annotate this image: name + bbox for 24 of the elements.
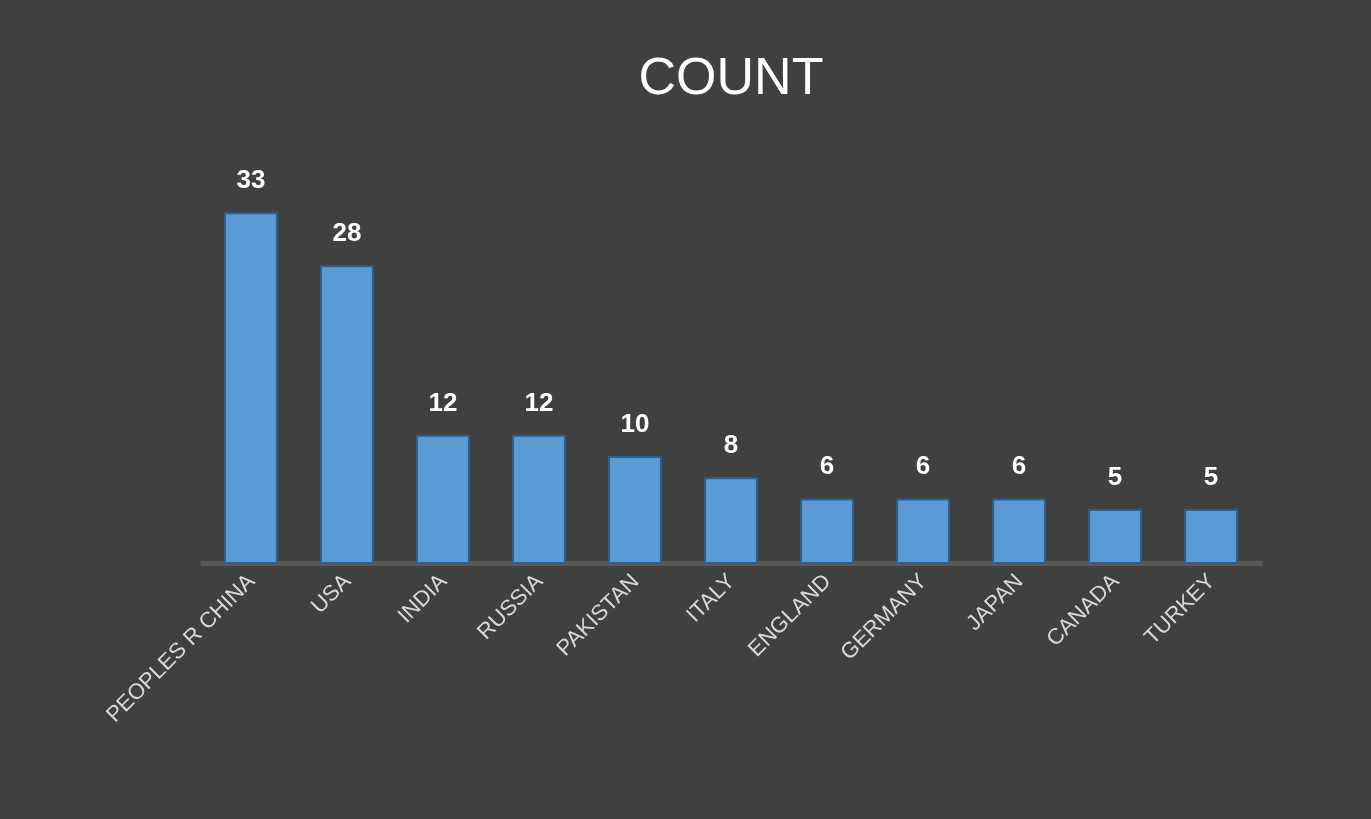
data-label: 12 [428, 386, 458, 417]
data-label: 5 [1203, 461, 1219, 491]
bar [896, 498, 950, 564]
bar [992, 498, 1046, 564]
bar [223, 212, 278, 564]
data-label: 10 [620, 408, 650, 438]
bar [1088, 509, 1143, 564]
data-label: 28 [332, 217, 362, 248]
bar [704, 477, 758, 564]
bar [1184, 509, 1239, 564]
data-label: 6 [915, 450, 931, 481]
bar [608, 456, 662, 564]
data-label: 6 [819, 450, 835, 481]
data-label: 6 [1011, 450, 1027, 481]
data-label: 33 [236, 164, 266, 195]
data-label: 5 [1107, 461, 1123, 491]
bar [512, 434, 566, 564]
bar [416, 434, 470, 564]
data-label: 12 [524, 386, 554, 417]
chart-title: COUNT [638, 47, 824, 106]
bar [800, 498, 854, 564]
data-label: 8 [723, 429, 739, 460]
bar [319, 265, 374, 564]
x-tick-label: USA [305, 568, 356, 618]
